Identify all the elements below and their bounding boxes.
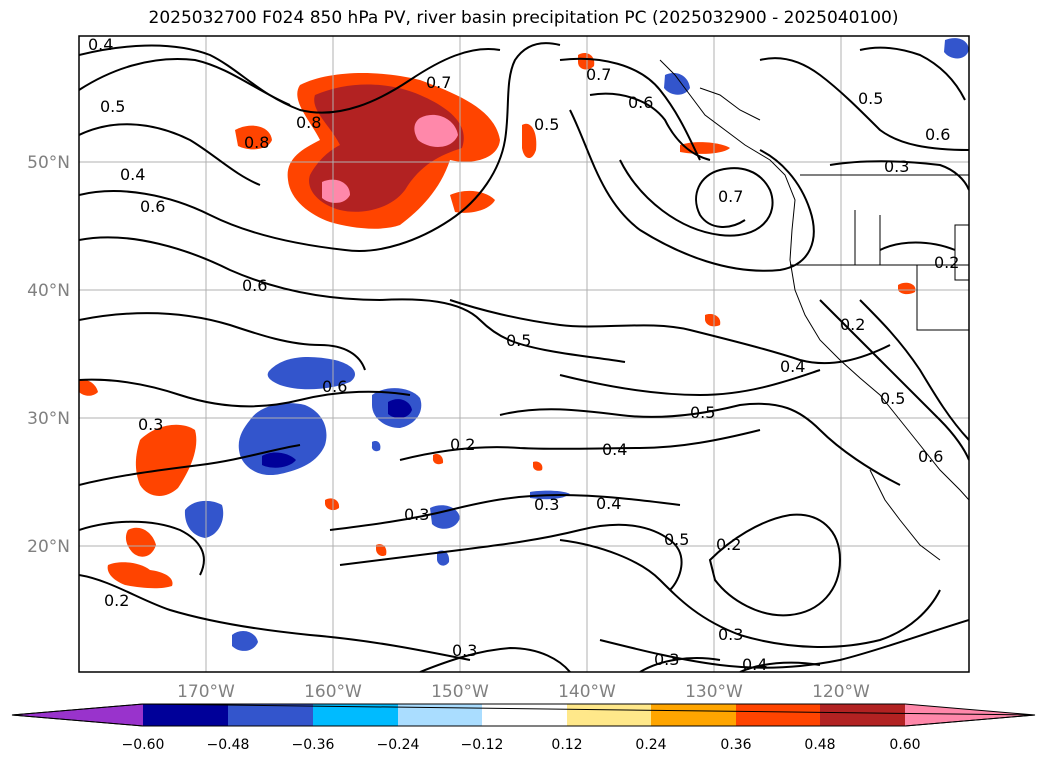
colorbar-tick-label: 0.12 xyxy=(551,737,582,753)
coastline xyxy=(659,59,969,561)
contour-label: 0.8 xyxy=(296,113,321,132)
colorbar-segment xyxy=(651,704,736,726)
colorbar-segment xyxy=(228,704,313,726)
lat-label: 20°N xyxy=(27,537,70,557)
lon-label: 150°W xyxy=(431,682,489,702)
contour-label: 0.2 xyxy=(840,315,865,334)
contour-label: 0.3 xyxy=(718,625,743,644)
colorbar-segment xyxy=(736,704,820,726)
contour-label: 0.4 xyxy=(780,357,805,376)
lon-label: 140°W xyxy=(558,682,616,702)
contour-label: 0.3 xyxy=(884,157,909,176)
colorbar-segment xyxy=(143,704,228,726)
lat-label: 40°N xyxy=(27,281,70,301)
colorbar-tick-label: 0.48 xyxy=(804,737,835,753)
contour-label: 0.2 xyxy=(104,591,129,610)
contour-label: 0.7 xyxy=(426,73,451,92)
contour-label: 0.5 xyxy=(880,389,905,408)
contour-label: 0.6 xyxy=(140,197,165,216)
contour-label: 0.3 xyxy=(654,650,679,669)
contour-label: 0.5 xyxy=(690,403,715,422)
contour-label: 0.6 xyxy=(925,125,950,144)
contour-label: 0.5 xyxy=(664,530,689,549)
contour-label: 0.4 xyxy=(120,165,145,184)
contour-label: 0.4 xyxy=(742,655,767,674)
contour-label: 0.3 xyxy=(404,505,429,524)
contour-label: 0.2 xyxy=(450,435,475,454)
longitude-labels: 170°W 160°W 150°W 140°W 130°W 120°W xyxy=(177,682,870,702)
colorbar-tick-label: −0.24 xyxy=(377,737,420,753)
contour-label: 0.5 xyxy=(534,115,559,134)
colorbar-tick-label: −0.36 xyxy=(292,737,335,753)
lat-label: 30°N xyxy=(27,409,70,429)
colorbar-under-triangle xyxy=(12,704,143,726)
colorbar-tick-label: −0.48 xyxy=(207,737,250,753)
colorbar-segment xyxy=(313,704,398,726)
contour-label: 0.6 xyxy=(322,377,347,396)
contour-label: 0.6 xyxy=(918,447,943,466)
lat-label: 50°N xyxy=(27,153,70,173)
contour-label: 0.3 xyxy=(452,641,477,660)
colorbar-segment xyxy=(820,704,905,726)
contour-label: 0.8 xyxy=(244,133,269,152)
lon-label: 120°W xyxy=(812,682,870,702)
contour-label: 0.2 xyxy=(716,535,741,554)
colorbar-tick-label: 0.24 xyxy=(635,737,666,753)
pv-contours xyxy=(79,42,969,672)
lon-label: 130°W xyxy=(685,682,743,702)
colorbar-over-triangle xyxy=(905,704,1035,726)
map-title: 2025032700 F024 850 hPa PV, river basin … xyxy=(148,8,899,28)
lon-label: 160°W xyxy=(304,682,362,702)
contour-label: 0.5 xyxy=(100,97,125,116)
latitude-labels: 50°N 40°N 30°N 20°N xyxy=(27,153,70,557)
lon-label: 170°W xyxy=(177,682,235,702)
colorbar-tick-label: −0.60 xyxy=(122,737,165,753)
graticule xyxy=(79,36,969,672)
colorbar-border xyxy=(11,703,1036,727)
contour-label: 0.5 xyxy=(506,331,531,350)
colorbar-tick-label: 0.36 xyxy=(720,737,751,753)
colorbar-ticks: −0.60 −0.48 −0.36 −0.24 −0.12 0.12 0.24 … xyxy=(122,737,921,753)
contour-label: 0.6 xyxy=(242,276,267,295)
contour-label: 0.3 xyxy=(534,495,559,514)
contour-label: 0.2 xyxy=(934,253,959,272)
contour-label: 0.7 xyxy=(586,65,611,84)
contour-label: 0.4 xyxy=(596,494,621,513)
contour-label: 0.7 xyxy=(718,187,743,206)
colorbar-segment xyxy=(398,704,482,726)
colorbar-segment xyxy=(482,704,567,726)
colorbar-tick-label: −0.12 xyxy=(461,737,504,753)
contour-label: 0.6 xyxy=(628,93,653,112)
contour-label-group: 0.4 0.5 0.4 0.6 0.8 0.8 0.7 0.5 0.7 0.6 … xyxy=(88,35,959,674)
contour-label: 0.4 xyxy=(602,440,627,459)
contour-label: 0.3 xyxy=(138,415,163,434)
contour-label: 0.4 xyxy=(88,35,113,54)
colorbar-tick-label: 0.60 xyxy=(889,737,920,753)
colorbar-segment xyxy=(567,704,651,726)
contour-label: 0.5 xyxy=(858,89,883,108)
map-frame xyxy=(78,35,970,673)
colorbar: −0.60 −0.48 −0.36 −0.24 −0.12 0.12 0.24 … xyxy=(11,703,1036,753)
